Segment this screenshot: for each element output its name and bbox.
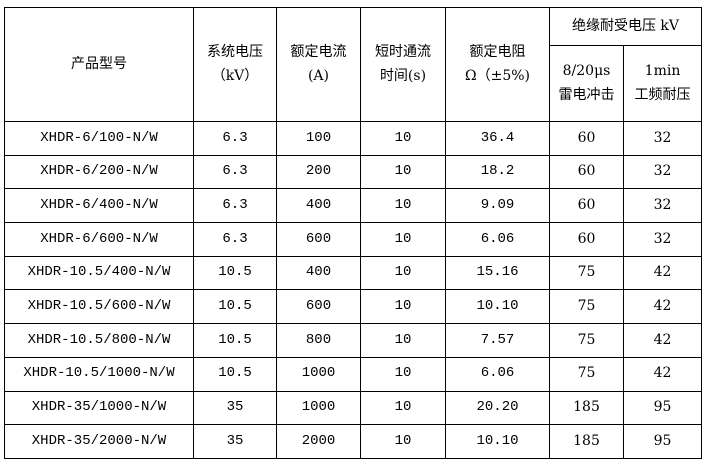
cell-model: XHDR-10.5/400-N/W (4, 255, 194, 291)
cell-rated-resistance: 6.06 (445, 356, 550, 392)
cell-rated-resistance: 20.20 (445, 390, 550, 426)
cell-short-time: 10 (360, 154, 446, 190)
cell-rated-resistance: 15.16 (445, 255, 550, 291)
cell-short-time: 10 (360, 356, 446, 392)
header-short-time: 短时通流 时间(s) (360, 7, 446, 122)
table-row: XHDR-10.5/600-N/W 10.5 600 10 10.10 75 42 (4, 289, 703, 325)
cell-rated-resistance: 7.57 (445, 323, 550, 358)
cell-rated-resistance: 36.4 (445, 121, 550, 156)
header-rated-current: 额定电流 (A) (276, 7, 361, 122)
cell-system-voltage: 10.5 (193, 255, 277, 291)
cell-rated-current: 600 (276, 222, 361, 257)
cell-system-voltage: 6.3 (193, 154, 277, 190)
cell-rated-resistance: 10.10 (445, 424, 550, 459)
cell-rated-current: 800 (276, 323, 361, 358)
cell-model: XHDR-35/2000-N/W (4, 424, 194, 459)
cell-model: XHDR-6/200-N/W (4, 154, 194, 190)
table-row: XHDR-10.5/400-N/W 10.5 400 10 15.16 75 42 (4, 255, 703, 291)
cell-power-freq: 42 (622, 356, 703, 392)
cell-lightning: 60 (549, 121, 624, 156)
cell-short-time: 10 (360, 188, 446, 224)
cell-short-time: 10 (360, 255, 446, 291)
cell-lightning: 185 (549, 390, 624, 426)
cell-system-voltage: 10.5 (193, 289, 277, 325)
cell-system-voltage: 6.3 (193, 222, 277, 257)
cell-power-freq: 42 (622, 289, 703, 325)
cell-lightning: 75 (549, 289, 624, 325)
cell-system-voltage: 35 (193, 424, 277, 459)
cell-model: XHDR-6/100-N/W (4, 121, 194, 156)
cell-model: XHDR-10.5/800-N/W (4, 323, 194, 358)
cell-rated-current: 600 (276, 289, 361, 325)
cell-lightning: 60 (549, 188, 624, 224)
cell-rated-current: 2000 (276, 424, 361, 459)
cell-model: XHDR-35/1000-N/W (4, 390, 194, 426)
cell-model: XHDR-6/400-N/W (4, 188, 194, 224)
table-row: XHDR-35/2000-N/W 35 2000 10 10.10 185 95 (4, 424, 703, 459)
table-row: XHDR-6/200-N/W 6.3 200 10 18.2 60 32 (4, 154, 703, 190)
cell-rated-resistance: 6.06 (445, 222, 550, 257)
cell-short-time: 10 (360, 323, 446, 358)
cell-rated-current: 1000 (276, 390, 361, 426)
cell-short-time: 10 (360, 222, 446, 257)
cell-power-freq: 42 (622, 255, 703, 291)
cell-system-voltage: 35 (193, 390, 277, 426)
cell-rated-resistance: 10.10 (445, 289, 550, 325)
cell-short-time: 10 (360, 424, 446, 459)
cell-short-time: 10 (360, 121, 446, 156)
cell-power-freq: 32 (622, 154, 703, 190)
table-row: XHDR-10.5/800-N/W 10.5 800 10 7.57 75 42 (4, 323, 703, 358)
cell-rated-resistance: 9.09 (445, 188, 550, 224)
cell-short-time: 10 (360, 289, 446, 325)
cell-rated-current: 400 (276, 188, 361, 224)
cell-power-freq: 42 (622, 323, 703, 358)
cell-lightning: 75 (549, 255, 624, 291)
cell-lightning: 185 (549, 424, 624, 459)
header-lightning: 8/20μs 雷电冲击 (549, 45, 624, 122)
cell-lightning: 75 (549, 323, 624, 358)
cell-power-freq: 95 (622, 390, 703, 426)
table-row: XHDR-6/100-N/W 6.3 100 10 36.4 60 32 (4, 121, 703, 156)
cell-rated-resistance: 18.2 (445, 154, 550, 190)
table-row: XHDR-10.5/1000-N/W 10.5 1000 10 6.06 75 42 (4, 356, 703, 392)
cell-system-voltage: 6.3 (193, 121, 277, 156)
table-row: XHDR-35/1000-N/W 35 1000 10 20.20 185 95 (4, 390, 703, 426)
cell-power-freq: 32 (622, 121, 703, 156)
cell-short-time: 10 (360, 390, 446, 426)
header-power-freq: 1min 工频耐压 (622, 45, 703, 122)
header-system-voltage: 系统电压 （kV） (193, 7, 277, 122)
cell-power-freq: 95 (622, 424, 703, 459)
cell-system-voltage: 10.5 (193, 323, 277, 358)
cell-lightning: 75 (549, 356, 624, 392)
cell-lightning: 60 (549, 154, 624, 190)
product-spec-table: 产品型号 系统电压 （kV） 额定电流 (A) 短时通流 时间(s) 额定电阻 Ω（±5… (4, 7, 703, 459)
header-rated-resistance: 额定电阻 Ω（±5%) (445, 7, 550, 122)
cell-system-voltage: 6.3 (193, 188, 277, 224)
cell-rated-current: 400 (276, 255, 361, 291)
table-row: XHDR-6/600-N/W 6.3 600 10 6.06 60 32 (4, 222, 703, 257)
header-insulation-group: 绝缘耐受电压 kV (548, 7, 703, 46)
cell-rated-current: 200 (276, 154, 361, 190)
table-row: XHDR-6/400-N/W 6.3 400 10 9.09 60 32 (4, 188, 703, 224)
header-model: 产品型号 (4, 7, 194, 122)
cell-system-voltage: 10.5 (193, 356, 277, 392)
cell-rated-current: 1000 (276, 356, 361, 392)
cell-lightning: 60 (549, 222, 624, 257)
cell-model: XHDR-6/600-N/W (4, 222, 194, 257)
cell-model: XHDR-10.5/1000-N/W (4, 356, 194, 392)
cell-model: XHDR-10.5/600-N/W (4, 289, 194, 325)
cell-rated-current: 100 (276, 121, 361, 156)
cell-power-freq: 32 (622, 222, 703, 257)
cell-power-freq: 32 (622, 188, 703, 224)
